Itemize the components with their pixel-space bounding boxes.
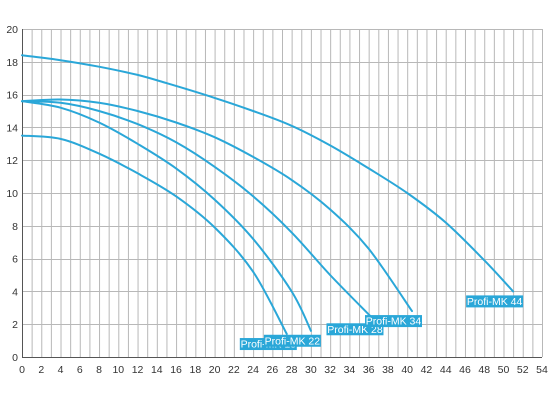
x-tick-label: 4	[58, 364, 64, 376]
x-tick-label: 44	[440, 364, 452, 376]
curve-label: Profi-MK 44	[466, 295, 524, 308]
x-tick-label: 48	[478, 364, 490, 376]
x-tick-label: 36	[363, 364, 375, 376]
x-tick-label: 24	[247, 364, 259, 376]
x-tick-label: 32	[324, 364, 336, 376]
x-tick-label: 16	[170, 364, 182, 376]
x-tick-label: 34	[344, 364, 356, 376]
curve-label-text: Profi-MK 34	[366, 316, 422, 328]
curve-label-background	[263, 334, 321, 347]
y-tick-label: 8	[12, 221, 18, 233]
x-tick-label: 30	[305, 364, 317, 376]
y-tick-label: 14	[6, 122, 18, 134]
grid	[22, 29, 543, 358]
x-tick-label: 42	[421, 364, 433, 376]
y-tick-label: 4	[12, 286, 18, 298]
x-tick-label: 28	[286, 364, 298, 376]
y-tick-label: 20	[6, 24, 18, 36]
x-tick-label: 40	[401, 364, 413, 376]
curve-label-text: Profi-MK 22	[265, 335, 321, 347]
tick-labels: 0 2 4 6 8 10 12 14 16 18 20 22 24 26 28 30 32 34 36 38 40 42 4…	[6, 24, 548, 376]
x-tick-label: 38	[382, 364, 394, 376]
performance-curves	[21, 54, 515, 335]
x-tick-label: 8	[96, 364, 102, 376]
y-tick-label: 10	[6, 188, 18, 200]
curve-profi-mk-28	[21, 100, 375, 321]
curve-label-background	[365, 315, 422, 328]
x-tick-label: 12	[132, 364, 144, 376]
curve-profi-mk-44	[21, 54, 515, 293]
y-tick-label: 18	[6, 57, 18, 69]
x-tick-label: 22	[228, 364, 240, 376]
x-tick-label: 18	[189, 364, 201, 376]
x-tick-label: 46	[459, 364, 471, 376]
y-tick-label: 16	[6, 90, 18, 102]
curve-label: Profi-MK 22	[263, 334, 321, 347]
y-tick-label: 2	[12, 319, 18, 331]
x-tick-label: 52	[517, 364, 529, 376]
x-tick-label: 6	[77, 364, 83, 376]
x-tick-label: 50	[498, 364, 510, 376]
x-tick-label: 54	[536, 364, 548, 376]
y-tick-label: 0	[12, 352, 18, 364]
x-tick-label: 2	[38, 364, 44, 376]
x-tick-label: 10	[112, 364, 124, 376]
curve-profi-mk-34	[21, 98, 413, 313]
x-tick-label: 0	[19, 364, 25, 376]
curve-profi-mk-18	[21, 134, 288, 335]
curve-label-text: Profi-MK 44	[467, 296, 523, 308]
x-tick-label: 20	[209, 364, 221, 376]
axes	[22, 29, 542, 358]
x-tick-label: 26	[267, 364, 279, 376]
curve-label-background	[466, 295, 524, 308]
y-tick-label: 12	[6, 155, 18, 167]
x-tick-label: 14	[151, 364, 163, 376]
curve-profi-mk-22	[21, 100, 312, 332]
y-tick-label: 6	[12, 254, 18, 266]
curve-label: Profi-MK 34	[365, 315, 422, 328]
